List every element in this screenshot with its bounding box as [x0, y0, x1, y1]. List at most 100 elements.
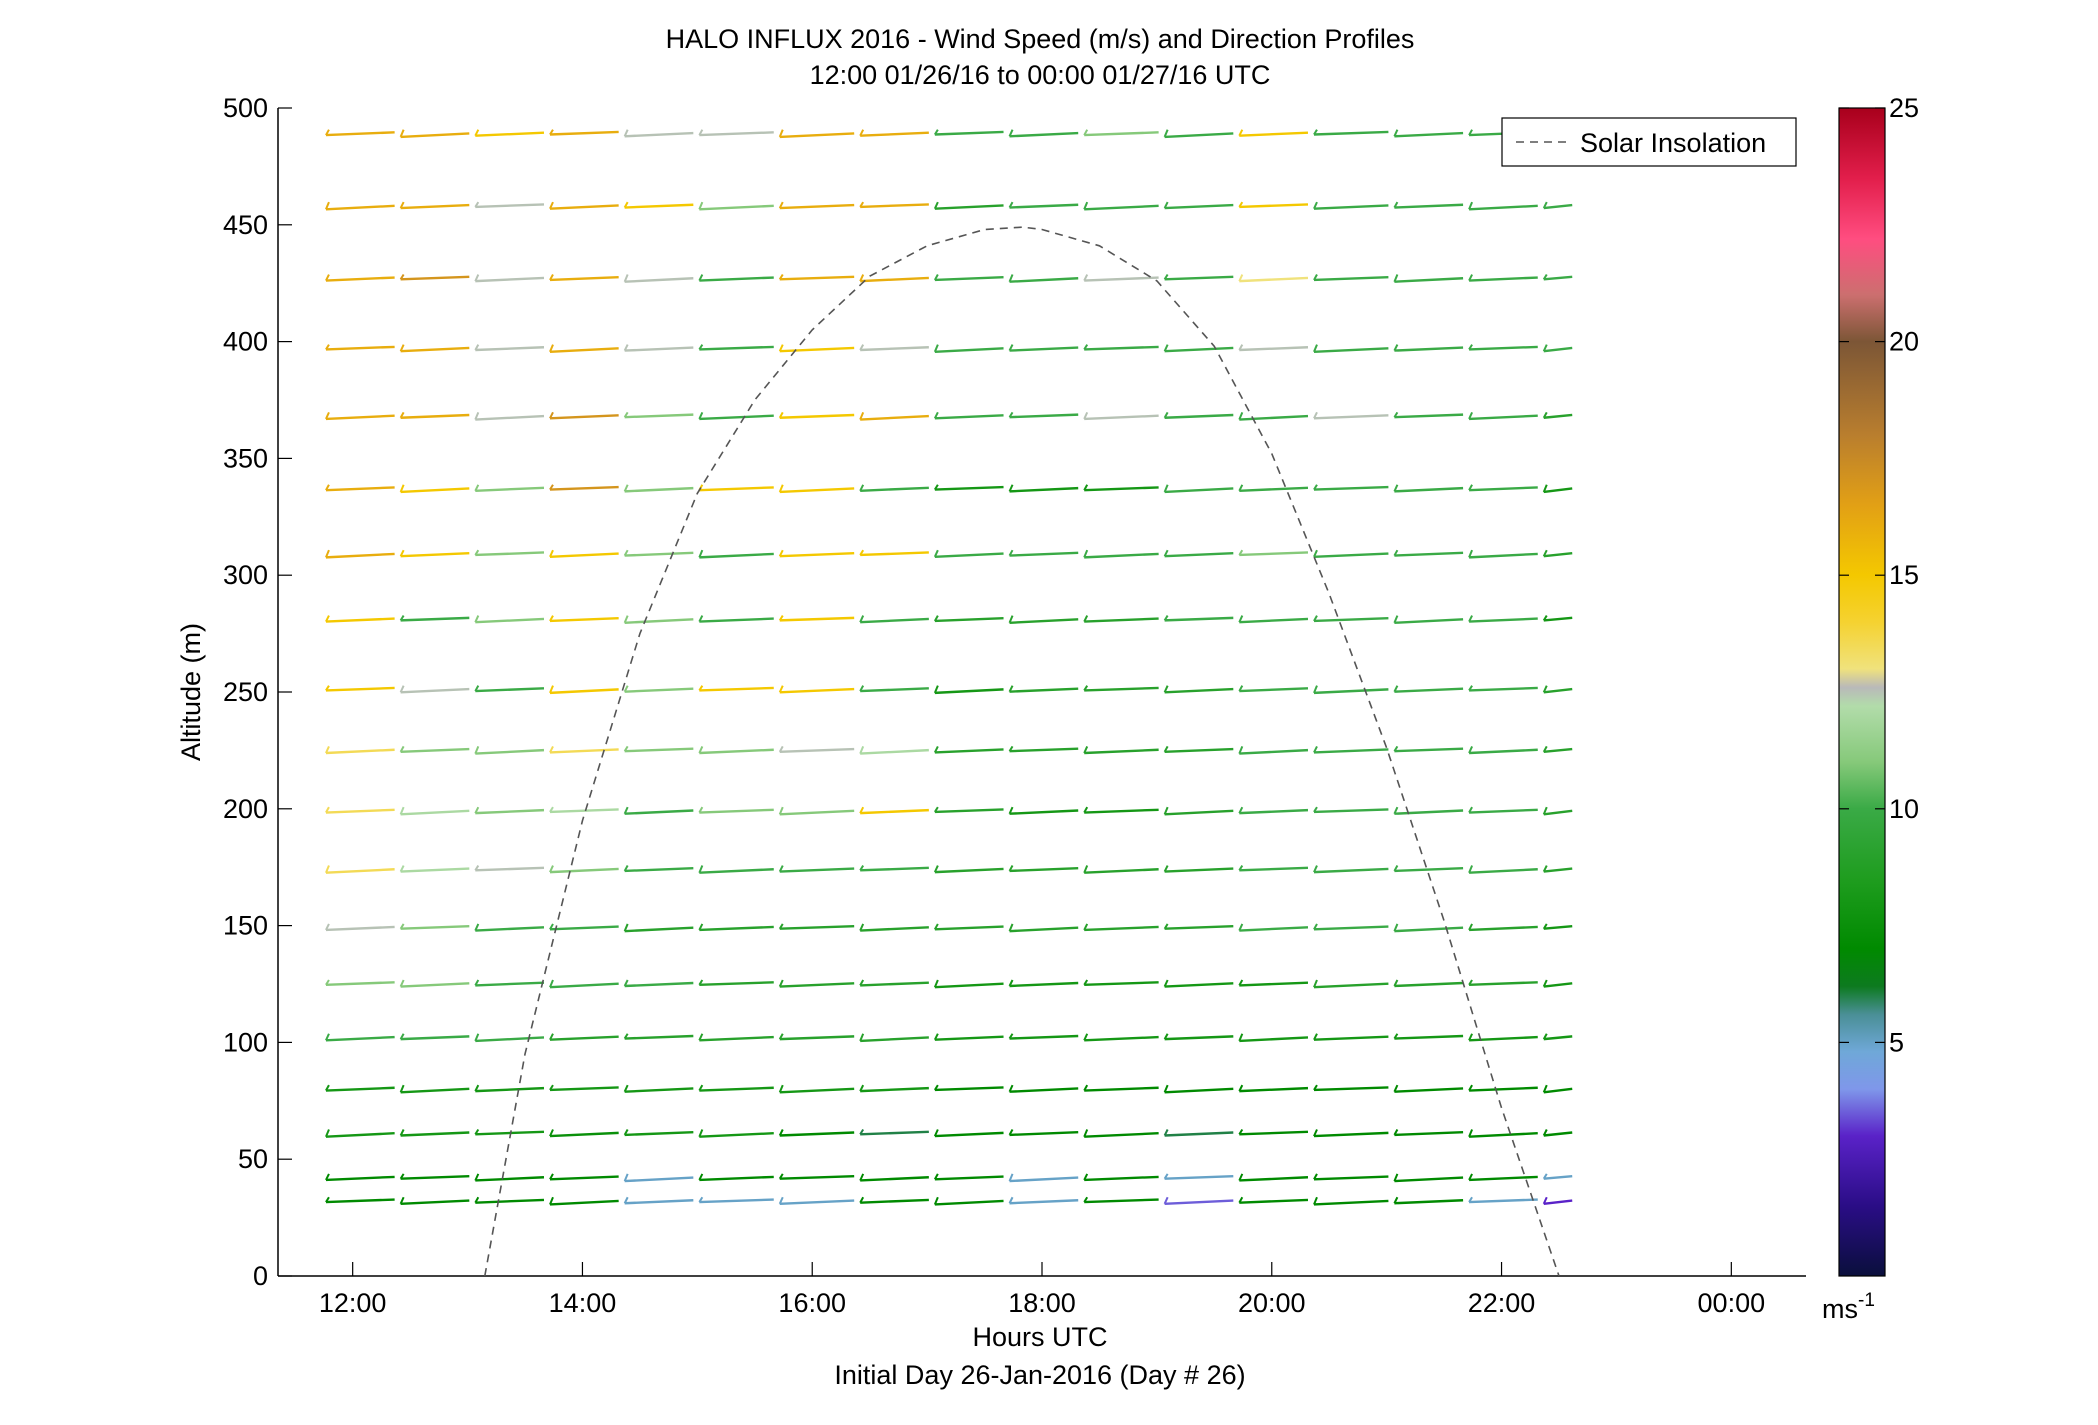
- wind-barb-shaft: [1469, 868, 1538, 874]
- wind-barb-shaft: [325, 1086, 395, 1092]
- wind-barb: [623, 274, 694, 283]
- wind-barb: [698, 201, 774, 211]
- y-tick-label: 50: [238, 1144, 268, 1174]
- wind-barb: [859, 685, 929, 693]
- wind-barb-tick: [549, 411, 554, 419]
- wind-barb-tick: [1083, 806, 1089, 814]
- wind-barb-shaft: [325, 748, 395, 755]
- wind-barb: [1393, 865, 1464, 873]
- wind-barb-tick: [474, 1196, 480, 1204]
- wind-barb: [859, 344, 929, 352]
- wind-barb-tick: [474, 685, 480, 692]
- wind-barb: [399, 1196, 470, 1206]
- wind-barb-tick: [1313, 865, 1318, 873]
- wind-barb: [474, 806, 545, 815]
- wind-barb: [1393, 274, 1464, 283]
- wind-barb-shaft: [1084, 1086, 1159, 1092]
- wind-barb-shaft: [475, 1130, 545, 1136]
- wind-barb-shaft: [1394, 551, 1464, 557]
- wind-barb: [1393, 484, 1464, 493]
- wind-barb-shaft: [1394, 277, 1464, 283]
- wind-barb-shaft: [1239, 808, 1309, 815]
- wind-barb: [1238, 746, 1309, 755]
- wind-barb-shaft: [400, 1199, 470, 1206]
- wind-barb: [549, 1033, 619, 1041]
- wind-barb-tick: [1468, 923, 1473, 931]
- wind-barb: [549, 979, 619, 989]
- wind-barb-tick: [859, 979, 865, 986]
- wind-barb: [698, 1173, 774, 1182]
- wind-barb-shaft: [699, 981, 774, 986]
- wind-barb-tick: [698, 865, 704, 874]
- wind-barb-shaft: [1469, 1132, 1538, 1138]
- wind-barb-tick: [325, 979, 330, 986]
- wind-barb: [1083, 865, 1159, 874]
- wind-barb: [933, 274, 1004, 282]
- wind-barb: [1008, 1173, 1079, 1183]
- wind-barb: [1163, 549, 1234, 558]
- wind-barb-tick: [1468, 865, 1474, 874]
- wind-barb-shaft: [475, 203, 545, 209]
- wind-barb-shaft: [325, 414, 395, 421]
- wind-barb-tick: [1083, 201, 1089, 210]
- wind-barb-tick: [474, 344, 480, 351]
- wind-barb-shaft: [1009, 346, 1079, 352]
- wind-barb: [1238, 685, 1309, 693]
- wind-barb-tick: [1393, 484, 1399, 492]
- wind-barb-tick: [1083, 274, 1089, 281]
- wind-barb-shaft: [1009, 981, 1079, 988]
- wind-barb: [1313, 484, 1389, 491]
- wind-barb-shaft: [1239, 1036, 1309, 1043]
- wind-barb-tick: [474, 129, 480, 137]
- y-tick-label: 300: [223, 560, 268, 590]
- wind-barb-tick: [1238, 979, 1244, 986]
- wind-barb: [474, 1173, 545, 1182]
- wind-barb: [1163, 1196, 1234, 1206]
- wind-barb-shaft: [1084, 686, 1159, 692]
- wind-barb-shaft: [699, 345, 774, 351]
- wind-barb: [1238, 1173, 1309, 1182]
- x-tick-label: 18:00: [1008, 1288, 1076, 1318]
- wind-barb-shaft: [1313, 1035, 1389, 1041]
- wind-barb-tick: [1313, 129, 1318, 136]
- wind-barb: [859, 1084, 929, 1093]
- wind-barb-tick: [1393, 1173, 1399, 1182]
- wind-barb-shaft: [624, 277, 694, 283]
- wind-barb: [933, 979, 1004, 989]
- wind-barb-tick: [623, 129, 629, 137]
- wind-barb-shaft: [934, 347, 1004, 354]
- wind-barb-shaft: [549, 1175, 619, 1181]
- wind-barb-tick: [698, 685, 704, 691]
- wind-barb: [1163, 129, 1234, 139]
- x-tick-label: 14:00: [549, 1288, 617, 1318]
- wind-barb: [325, 129, 395, 137]
- wind-barb-tick: [1542, 273, 1548, 280]
- wind-barb-tick: [698, 979, 704, 986]
- wind-barb: [474, 1196, 545, 1204]
- wind-barb: [1468, 865, 1538, 874]
- wind-barb-shaft: [860, 748, 929, 755]
- wind-barb-tick: [933, 685, 939, 694]
- wind-barb-tick: [1238, 344, 1244, 351]
- wind-barb-shaft: [1084, 552, 1159, 559]
- wind-barb-shaft: [624, 747, 694, 753]
- wind-barb-tick: [623, 201, 629, 208]
- wind-barb-tick: [1008, 1084, 1014, 1093]
- wind-barb-tick: [934, 129, 939, 136]
- wind-barb: [1008, 615, 1079, 624]
- wind-barb-tick: [778, 865, 784, 872]
- wind-barb-shaft: [325, 868, 395, 874]
- wind-barb-shaft: [1009, 1176, 1079, 1183]
- wind-barb: [859, 1033, 929, 1043]
- wind-barb-shaft: [1313, 982, 1389, 989]
- wind-barb-shaft: [1164, 747, 1234, 753]
- wind-barb-tick: [623, 685, 629, 693]
- wind-barb-shaft: [860, 981, 929, 987]
- wind-barb-tick: [1083, 549, 1089, 558]
- wind-barb: [778, 411, 855, 419]
- wind-barb: [1393, 411, 1464, 419]
- wind-barb-shaft: [1009, 809, 1079, 815]
- wind-barb-shaft: [1469, 808, 1538, 814]
- wind-barb: [933, 1033, 1004, 1041]
- wind-barb: [859, 201, 929, 209]
